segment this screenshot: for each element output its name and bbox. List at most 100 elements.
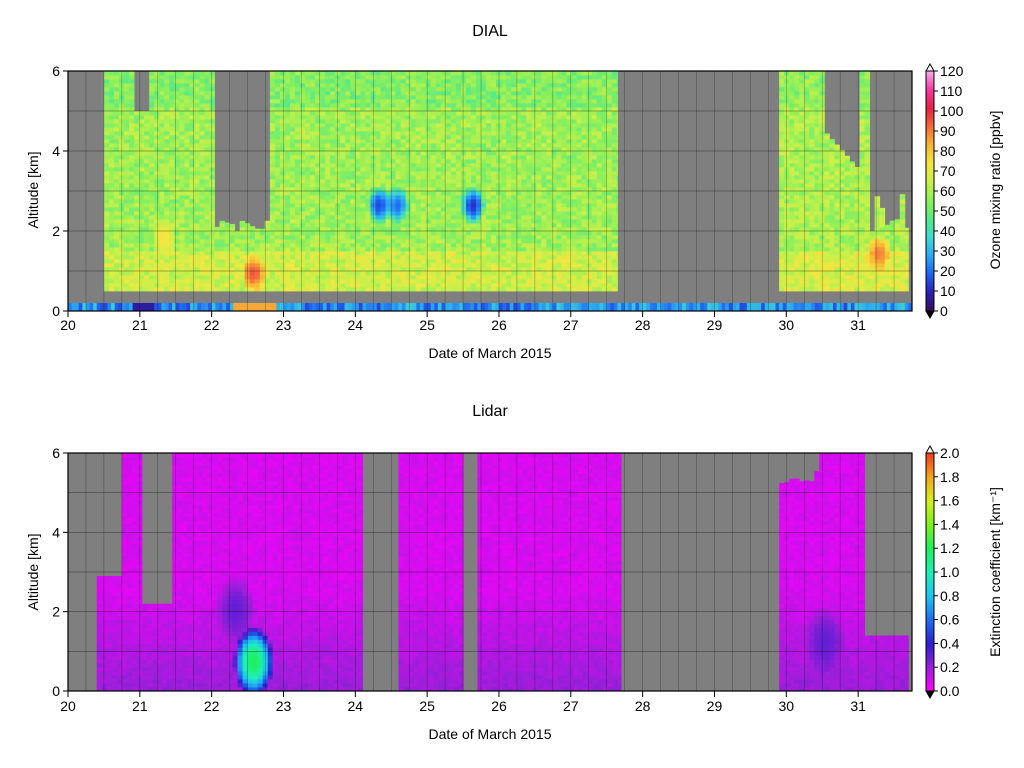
heatmap-cell xyxy=(375,239,381,244)
heatmap-cell xyxy=(506,107,512,112)
heatmap-cell xyxy=(219,255,225,260)
heatmap-cell xyxy=(430,147,437,152)
heatmap-cell xyxy=(179,131,185,136)
heatmap-cell xyxy=(561,79,567,84)
heatmap-cell xyxy=(475,155,482,160)
heatmap-cell xyxy=(103,71,110,76)
heatmap-cell xyxy=(124,99,130,104)
heatmap-cell xyxy=(325,275,331,280)
heatmap-cell xyxy=(531,199,537,204)
heatmap-cell xyxy=(415,215,422,220)
heatmap-cell xyxy=(511,247,517,252)
heatmap-cell xyxy=(511,279,517,284)
heatmap-cell xyxy=(435,183,442,188)
heatmap-cell xyxy=(320,111,326,116)
heatmap-cell xyxy=(274,231,281,236)
heatmap-cell xyxy=(470,119,477,124)
heatmap-cell xyxy=(430,87,437,92)
heatmap-cell xyxy=(506,287,512,292)
heatmap-cell xyxy=(556,171,562,176)
heatmap-cell xyxy=(164,275,170,280)
heatmap-cell xyxy=(541,83,547,88)
heatmap-cell xyxy=(350,179,356,184)
heatmap-cell xyxy=(144,211,150,216)
heatmap-cell xyxy=(124,143,130,148)
heatmap-cell xyxy=(289,75,296,80)
heatmap-cell xyxy=(159,267,165,272)
heatmap-cell xyxy=(169,75,175,80)
heatmap-cell xyxy=(199,183,205,188)
heatmap-cell xyxy=(144,159,150,164)
heatmap-cell xyxy=(425,163,432,168)
heatmap-cell xyxy=(481,175,487,180)
heatmap-cell xyxy=(591,135,598,140)
heatmap-cell xyxy=(440,223,447,228)
heatmap-cell xyxy=(430,79,437,84)
heatmap-cell xyxy=(103,211,110,216)
heatmap-cell xyxy=(415,267,422,272)
heatmap-cell xyxy=(365,283,371,288)
heatmap-cell xyxy=(284,87,291,92)
heatmap-cell xyxy=(194,91,200,96)
heatmap-cell xyxy=(350,263,356,268)
heatmap-cell xyxy=(556,195,562,200)
heatmap-cell xyxy=(501,283,507,288)
heatmap-cell xyxy=(586,255,593,260)
heatmap-cell xyxy=(450,167,457,172)
heatmap-cell xyxy=(576,203,582,208)
heatmap-cell xyxy=(491,155,497,160)
heatmap-cell xyxy=(274,147,281,152)
heatmap-cell xyxy=(581,271,588,276)
heatmap-cell xyxy=(320,211,326,216)
heatmap-cell xyxy=(320,175,326,180)
heatmap-cell xyxy=(274,151,281,156)
heatmap-cell xyxy=(264,220,271,224)
heatmap-cell xyxy=(330,111,336,116)
heatmap-cell xyxy=(450,119,457,124)
heatmap-cell xyxy=(526,103,532,108)
heatmap-cell xyxy=(184,207,190,212)
heatmap-cell xyxy=(486,179,492,184)
heatmap-cell xyxy=(159,99,165,104)
heatmap-cell xyxy=(199,163,205,168)
heatmap-cell xyxy=(566,171,572,176)
heatmap-cell xyxy=(410,183,417,188)
heatmap-cell xyxy=(294,95,301,100)
heatmap-cell xyxy=(189,227,195,232)
heatmap-cell xyxy=(340,95,346,100)
heatmap-cell xyxy=(481,283,487,288)
heatmap-cell xyxy=(486,95,492,100)
heatmap-cell xyxy=(380,251,386,256)
heatmap-cell xyxy=(159,103,165,108)
heatmap-cell xyxy=(425,183,432,188)
heatmap-cell xyxy=(410,143,417,148)
heatmap-cell xyxy=(108,103,115,108)
heatmap-cell xyxy=(365,207,371,212)
heatmap-cell xyxy=(531,251,537,256)
heatmap-cell xyxy=(586,231,593,236)
heatmap-cell xyxy=(385,127,391,132)
heatmap-cell xyxy=(164,187,170,192)
heatmap-cell xyxy=(465,171,472,176)
heatmap-cell xyxy=(204,155,210,160)
heatmap-cell xyxy=(184,283,190,288)
heatmap-cell xyxy=(279,171,286,176)
heatmap-cell xyxy=(259,243,266,248)
heatmap-cell xyxy=(340,203,346,208)
heatmap-cell xyxy=(184,267,190,272)
heatmap-cell xyxy=(274,119,281,124)
heatmap-cell xyxy=(300,91,306,96)
heatmap-cell xyxy=(455,183,462,188)
heatmap-cell xyxy=(420,199,427,204)
heatmap-cell xyxy=(491,99,497,104)
heatmap-cell xyxy=(315,179,321,184)
heatmap-cell xyxy=(511,287,517,292)
heatmap-cell xyxy=(380,131,386,136)
heatmap-cell xyxy=(224,275,231,280)
heatmap-cell xyxy=(450,139,457,144)
heatmap-cell xyxy=(395,171,401,176)
heatmap-cell xyxy=(551,91,557,96)
heatmap-cell xyxy=(108,151,115,156)
heatmap-cell xyxy=(360,71,366,76)
